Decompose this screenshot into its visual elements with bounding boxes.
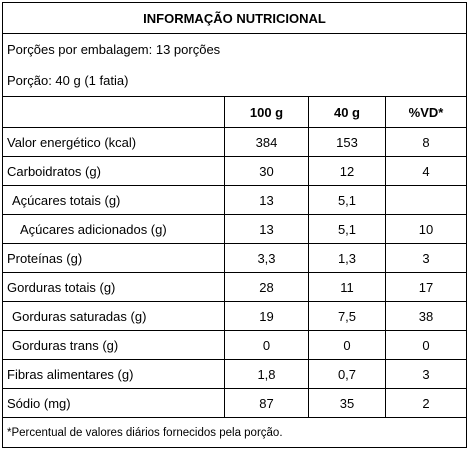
- daily-value-percent: [384, 185, 468, 215]
- daily-value-percent: 17: [384, 272, 468, 302]
- value-per-portion: 11: [308, 272, 386, 302]
- nutrient-name: Sódio (mg): [2, 388, 225, 418]
- servings-row: Porções por embalagem: 13 porções: [1, 33, 468, 65]
- nutrient-name: Gorduras saturadas (g): [2, 301, 225, 331]
- table-row: Sódio (mg) 87 35 2: [2, 388, 468, 418]
- nutrient-name: Carboidratos (g): [2, 156, 225, 186]
- table-row: Gorduras saturadas (g) 19 7,5 38: [2, 301, 468, 331]
- table-row: Açúcares adicionados (g) 13 5,1 10: [2, 214, 468, 244]
- value-per-100g: 384: [224, 127, 309, 157]
- value-per-100g: 13: [224, 214, 309, 244]
- table-row: Gorduras totais (g) 28 11 17: [2, 272, 468, 302]
- table-row: Gorduras trans (g) 0 0 0: [2, 330, 468, 360]
- nutrient-name: Valor energético (kcal): [2, 127, 225, 157]
- column-header-row: 100 g 40 g %VD*: [2, 96, 468, 128]
- column-header-100g: 100 g: [224, 96, 309, 128]
- table-title: INFORMAÇÃO NUTRICIONAL: [1, 2, 468, 34]
- column-header-nutrient: [2, 96, 225, 128]
- nutrient-name: Açúcares adicionados (g): [2, 214, 225, 244]
- serving-size: Porção: 40 g (1 fatia): [1, 64, 468, 97]
- daily-value-percent: 0: [384, 330, 468, 360]
- daily-value-percent: 8: [384, 127, 468, 157]
- daily-value-percent: 2: [384, 388, 468, 418]
- nutrient-name: Gorduras trans (g): [2, 330, 225, 360]
- nutrient-name: Fibras alimentares (g): [2, 359, 225, 389]
- column-header-portion: 40 g: [308, 96, 386, 128]
- nutrient-name: Açúcares totais (g): [2, 185, 225, 215]
- value-per-100g: 87: [224, 388, 309, 418]
- serving-size-row: Porção: 40 g (1 fatia): [1, 64, 468, 97]
- footnote-row: *Percentual de valores diários fornecido…: [1, 417, 468, 448]
- daily-value-percent: 10: [384, 214, 468, 244]
- value-per-portion: 0,7: [308, 359, 386, 389]
- value-per-100g: 3,3: [224, 243, 309, 273]
- value-per-portion: 1,3: [308, 243, 386, 273]
- value-per-portion: 5,1: [308, 214, 386, 244]
- value-per-100g: 1,8: [224, 359, 309, 389]
- table-row: Açúcares totais (g) 13 5,1: [2, 185, 468, 215]
- value-per-portion: 7,5: [308, 301, 386, 331]
- table-row: Carboidratos (g) 30 12 4: [2, 156, 468, 186]
- daily-value-percent: 3: [384, 243, 468, 273]
- value-per-portion: 35: [308, 388, 386, 418]
- table-row: Valor energético (kcal) 384 153 8: [2, 127, 468, 157]
- daily-value-percent: 4: [384, 156, 468, 186]
- value-per-100g: 30: [224, 156, 309, 186]
- table-row: Fibras alimentares (g) 1,8 0,7 3: [2, 359, 468, 389]
- servings-per-package: Porções por embalagem: 13 porções: [1, 33, 468, 65]
- footnote: *Percentual de valores diários fornecido…: [1, 417, 468, 448]
- value-per-portion: 0: [308, 330, 386, 360]
- value-per-portion: 12: [308, 156, 386, 186]
- nutrient-name: Gorduras totais (g): [2, 272, 225, 302]
- value-per-100g: 19: [224, 301, 309, 331]
- daily-value-percent: 3: [384, 359, 468, 389]
- nutrition-facts-table: INFORMAÇÃO NUTRICIONAL Porções por embal…: [1, 2, 468, 448]
- title-row: INFORMAÇÃO NUTRICIONAL: [1, 2, 468, 34]
- table-row: Proteínas (g) 3,3 1,3 3: [2, 243, 468, 273]
- value-per-portion: 5,1: [308, 185, 386, 215]
- value-per-100g: 13: [224, 185, 309, 215]
- column-header-vd: %VD*: [384, 96, 468, 128]
- value-per-portion: 153: [308, 127, 386, 157]
- value-per-100g: 28: [224, 272, 309, 302]
- nutrient-name: Proteínas (g): [2, 243, 225, 273]
- value-per-100g: 0: [224, 330, 309, 360]
- daily-value-percent: 38: [384, 301, 468, 331]
